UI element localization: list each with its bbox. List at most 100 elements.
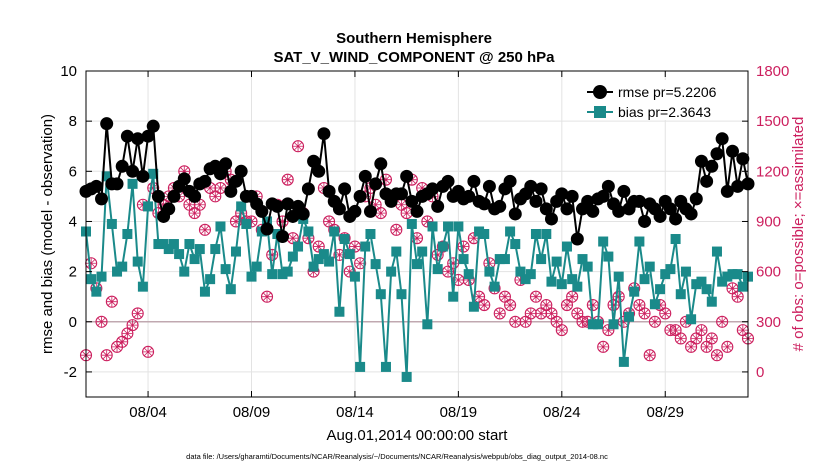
obs-assimilated-point — [443, 266, 454, 277]
bias-point — [220, 264, 231, 275]
obs-assimilated-point — [484, 258, 495, 269]
bias-point — [267, 269, 278, 280]
obs-assimilated-mark — [665, 325, 676, 336]
obs-assimilated-point — [525, 308, 536, 319]
rmse-point — [89, 179, 103, 193]
bias-point — [499, 254, 510, 265]
obs-assimilated-mark — [194, 199, 205, 210]
obs-possible-point — [643, 349, 656, 362]
obs-possible-point — [597, 340, 610, 353]
obs-assimilated-point — [380, 174, 391, 185]
obs-assimilated-mark — [706, 333, 717, 344]
obs-possible-point — [721, 340, 734, 353]
obs-possible-point — [95, 315, 108, 328]
obs-possible-point — [276, 215, 289, 228]
obs-assimilated-point — [655, 300, 666, 311]
rmse-point — [524, 179, 538, 193]
bias-point — [184, 239, 195, 250]
obs-assimilated-point — [453, 274, 464, 285]
bias-point — [406, 218, 417, 229]
rmse-point — [286, 209, 300, 223]
obs-assimilated-point — [365, 183, 376, 194]
obs-assimilated-point — [412, 233, 422, 244]
obs-assimilated-mark — [551, 316, 562, 327]
bias-point — [613, 271, 624, 282]
obs-assimilated-mark — [267, 249, 278, 260]
rmse-point — [276, 230, 290, 244]
obs-assimilated-mark — [603, 325, 614, 336]
bias-point — [241, 218, 252, 229]
bias-point — [391, 246, 402, 257]
bias-point — [174, 249, 185, 260]
rmse-point — [555, 187, 569, 201]
rmse-point — [224, 184, 238, 198]
obs-assimilated-mark — [696, 325, 707, 336]
rmse-point — [705, 159, 719, 173]
bias-point — [629, 286, 640, 297]
bias-point — [432, 264, 443, 275]
x-tick-label: 08/29 — [646, 404, 684, 421]
rmse-point — [565, 189, 579, 203]
bias-point — [168, 239, 179, 250]
bias-point — [722, 271, 733, 282]
obs-assimilated-point — [515, 274, 526, 285]
obs-assimilated-point — [458, 241, 469, 252]
obs-assimilated-point — [536, 308, 547, 319]
obs-assimilated-point — [551, 316, 562, 327]
obs-assimilated-point — [391, 224, 402, 235]
obs-assimilated-point — [148, 183, 159, 194]
obs-assimilated-point — [561, 300, 572, 311]
obs-assimilated-mark — [199, 224, 210, 235]
obs-assimilated-mark — [282, 174, 293, 185]
bias-point — [556, 279, 567, 290]
y-left-tick-label: 0 — [69, 314, 77, 331]
bias-point — [344, 249, 355, 260]
rmse-point — [617, 184, 631, 198]
legend-bias-label: bias pr=2.3643 — [618, 104, 711, 120]
obs-assimilated-mark — [727, 283, 738, 294]
bias-point — [122, 229, 133, 239]
obs-possible-point — [716, 315, 729, 328]
rmse-point — [669, 212, 683, 226]
rmse-point — [219, 157, 233, 171]
rmse-point — [601, 179, 615, 193]
obs-assimilated-point — [556, 325, 567, 336]
bias-point — [137, 281, 148, 292]
y-right-tick-label: 1800 — [756, 63, 789, 80]
rmse-point — [731, 179, 745, 193]
obs-assimilated-mark — [132, 308, 143, 319]
obs-assimilated-mark — [572, 308, 583, 319]
rmse-point — [441, 174, 455, 188]
obs-assimilated-mark — [525, 308, 536, 319]
bias-point — [675, 289, 686, 300]
rmse-point — [410, 204, 424, 218]
rmse-point — [663, 202, 677, 216]
obs-assimilated-point — [686, 341, 697, 352]
obs-assimilated-point — [598, 341, 609, 352]
bias-point — [686, 314, 697, 325]
obs-assimilated-mark — [717, 316, 728, 327]
bias-point — [210, 244, 221, 255]
rmse-point — [229, 174, 243, 188]
bias-point — [598, 236, 609, 247]
obs-assimilated-mark — [711, 350, 722, 361]
bias-point — [360, 241, 371, 252]
obs-assimilated-mark — [582, 316, 593, 327]
rmse-point — [363, 204, 377, 218]
obs-assimilated-point — [577, 316, 588, 327]
rmse-point — [126, 164, 140, 178]
rmse-point — [426, 182, 440, 196]
obs-assimilated-mark — [349, 241, 360, 252]
bias-point — [536, 254, 547, 265]
obs-assimilated-mark — [567, 291, 578, 302]
obs-possible-point — [648, 315, 661, 328]
rmse-point — [503, 174, 517, 188]
obs-assimilated-mark — [137, 199, 148, 210]
obs-possible-point — [266, 248, 279, 261]
obs-assimilated-point — [184, 199, 195, 210]
bias-point — [561, 241, 572, 252]
bias-point — [143, 201, 154, 212]
obs-assimilated-mark — [474, 291, 485, 302]
obs-assimilated-mark — [649, 316, 660, 327]
rmse-point — [700, 174, 714, 188]
